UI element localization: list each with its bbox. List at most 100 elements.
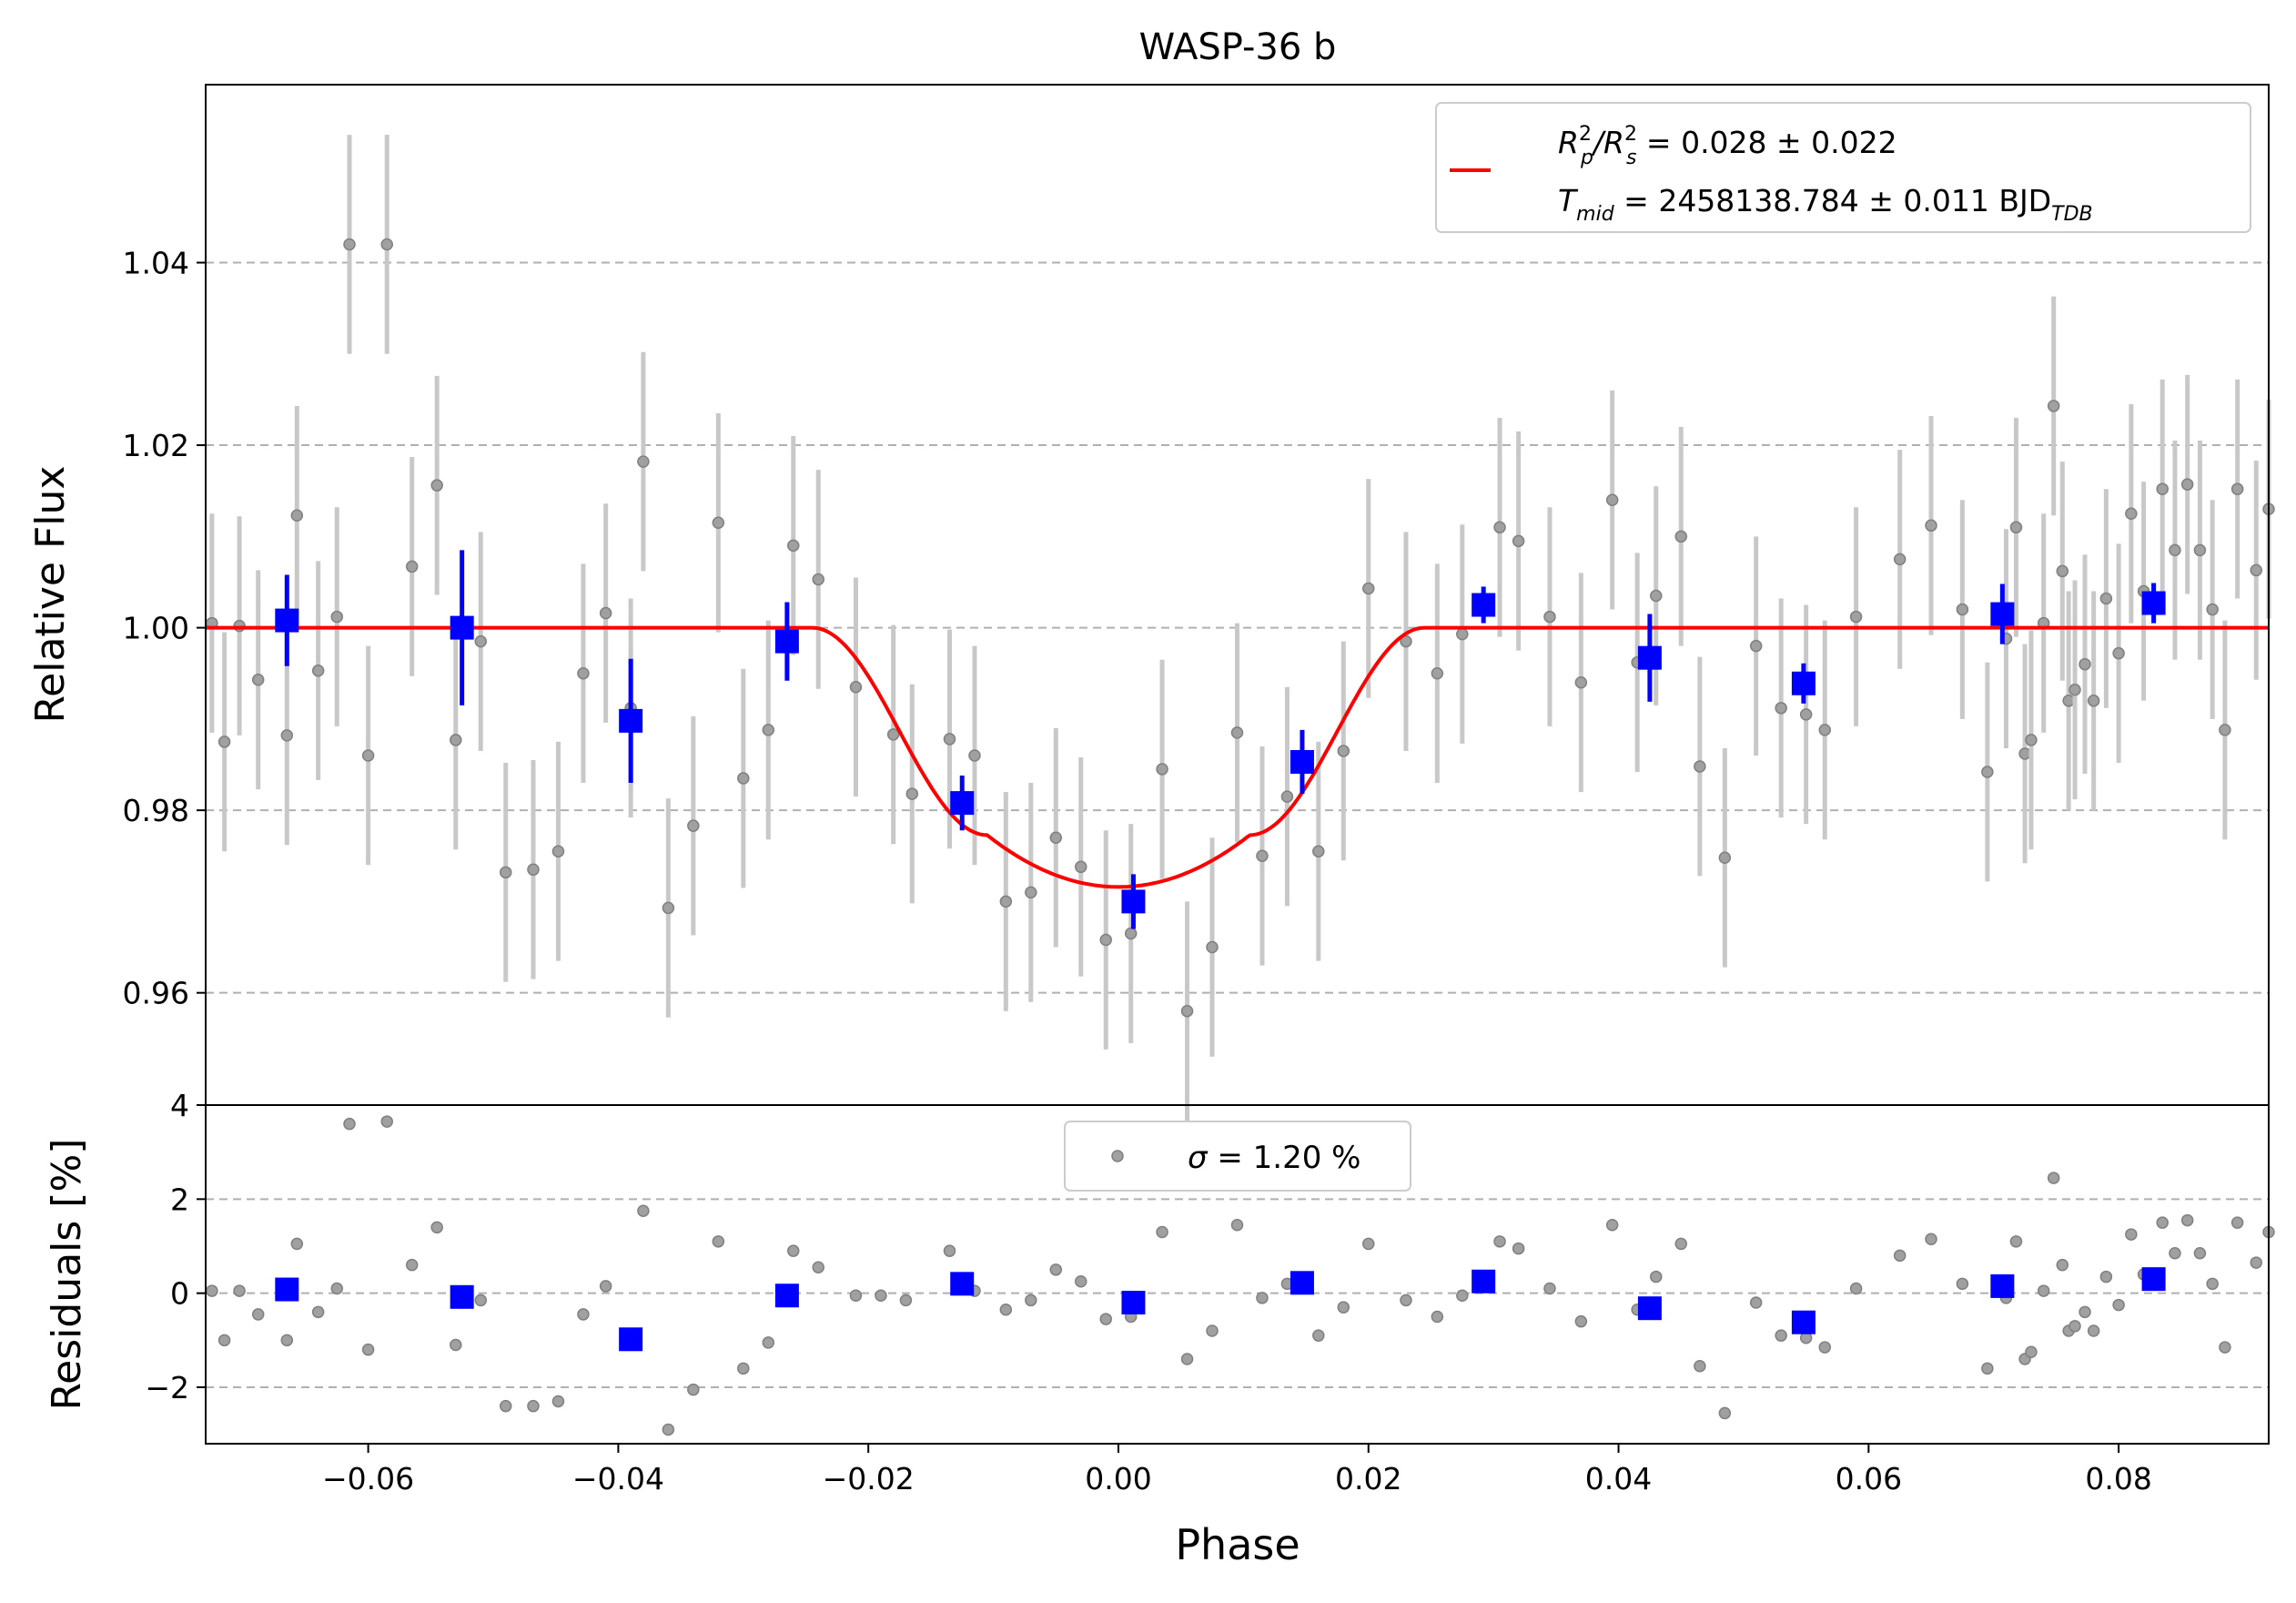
residual-point [712, 1235, 725, 1248]
raw-data-point [1512, 534, 1525, 548]
binned-data-point [774, 629, 799, 654]
top-y-tick-label: 1.00 [123, 611, 189, 646]
binned-data-point [1990, 602, 2015, 626]
top-legend: R2 p/R2 s = 0.028 ± 0.022 Tmid = 2458138.7… [1435, 102, 2251, 233]
residual-point [1230, 1219, 1244, 1232]
raw-data-point [577, 666, 590, 680]
residual-point [849, 1289, 863, 1302]
top-panel: 0.96 0.98 1.00 1.02 1.04 Relative Flux R2 p/R… [27, 84, 2275, 1121]
raw-data-point [1718, 851, 1732, 865]
binned-data-point [950, 791, 975, 816]
residual-point [2193, 1247, 2207, 1260]
legend-sigma: σ = 1.20 % [1188, 1140, 1360, 1176]
binned-residual-point [1990, 1273, 2015, 1298]
residual-point [787, 1244, 800, 1257]
top-y-axis-label: Relative Flux [27, 466, 74, 724]
raw-data-point [943, 733, 956, 746]
raw-data-point [330, 610, 344, 624]
raw-data-point [499, 866, 512, 879]
raw-data-point [2062, 695, 2075, 707]
raw-data-point [2079, 657, 2091, 671]
residual-point [2037, 1284, 2050, 1297]
raw-data-point [2250, 563, 2263, 577]
residual-point [1337, 1301, 1350, 1314]
residual-point [899, 1294, 913, 1307]
top-y-tick-label: 0.96 [123, 976, 189, 1011]
raw-data-point [1099, 933, 1112, 947]
raw-data-point [1362, 582, 1375, 595]
raw-data-point [1025, 886, 1037, 899]
binned-residual-point [774, 1283, 799, 1308]
residual-point [2087, 1324, 2100, 1337]
raw-data-point [2125, 507, 2138, 521]
binned-data-point [1472, 593, 1496, 617]
residual-point [1180, 1353, 1194, 1365]
raw-data-point [217, 736, 231, 748]
raw-data-point [712, 516, 725, 530]
top-y-tick-label: 0.98 [123, 793, 189, 828]
residual-point [405, 1258, 419, 1272]
x-tick-label: −0.04 [572, 1461, 664, 1496]
residual-point [2230, 1216, 2244, 1229]
residual-point [361, 1343, 375, 1356]
raw-data-point [2219, 724, 2231, 736]
residual-point [875, 1289, 887, 1302]
raw-data-point [280, 729, 294, 742]
residual-point [380, 1115, 393, 1128]
raw-data-point [2099, 592, 2113, 605]
raw-data-point [1256, 849, 1269, 863]
residual-point [311, 1305, 325, 1319]
raw-data-point [1574, 676, 1588, 689]
raw-data-point [2056, 564, 2069, 578]
raw-data-point [2206, 603, 2219, 616]
residual-point [1749, 1296, 1763, 1309]
residual-point [1099, 1313, 1112, 1325]
residual-point [2068, 1320, 2081, 1333]
residual-point [499, 1399, 512, 1413]
raw-data-point [812, 573, 824, 586]
residual-point [737, 1362, 750, 1375]
top-y-tick-label: 1.02 [123, 428, 189, 463]
raw-data-point [450, 734, 462, 746]
residual-point [1605, 1219, 1619, 1232]
residual-point [637, 1204, 650, 1217]
raw-data-point [1156, 763, 1168, 776]
residual-point [943, 1244, 956, 1257]
residual-point [1206, 1324, 1219, 1337]
residual-point [1075, 1275, 1087, 1288]
residual-point [527, 1399, 540, 1413]
binned-residual-point [2141, 1267, 2166, 1292]
raw-data-point [361, 749, 375, 762]
residual-point [1650, 1270, 1663, 1283]
residual-point [1431, 1310, 1444, 1324]
raw-data-point [1956, 603, 1969, 616]
residual-point [251, 1308, 265, 1321]
raw-data-point [1818, 724, 1832, 736]
raw-data-point [1049, 831, 1063, 844]
residual-point [2250, 1256, 2263, 1269]
residual-point [812, 1261, 824, 1273]
residual-point [1493, 1235, 1506, 1248]
raw-data-point [2180, 478, 2194, 491]
residual-point [662, 1423, 675, 1436]
raw-data-point [787, 539, 800, 553]
residual-point [2079, 1305, 2091, 1319]
raw-data-point [1925, 519, 1937, 533]
raw-data-point [1694, 760, 1706, 773]
raw-data-point [2193, 543, 2207, 557]
raw-data-point [1650, 589, 1663, 603]
raw-data-point [1456, 627, 1469, 641]
binned-residual-point [950, 1272, 975, 1296]
bottom-y-tick-label: 4 [170, 1088, 189, 1123]
transit-model-curve [206, 625, 2269, 889]
residual-point [2009, 1235, 2023, 1248]
residual-point [577, 1308, 590, 1321]
residual-point [2099, 1270, 2113, 1283]
raw-data-point [290, 509, 304, 522]
residual-point [280, 1334, 294, 1347]
binned-data-point [1121, 889, 1146, 914]
bottom-y-axis-label: Residuals [%] [44, 1139, 90, 1411]
residual-point [1694, 1360, 1706, 1373]
residual-point [206, 1284, 218, 1297]
binned-residual-point [1290, 1271, 1314, 1295]
